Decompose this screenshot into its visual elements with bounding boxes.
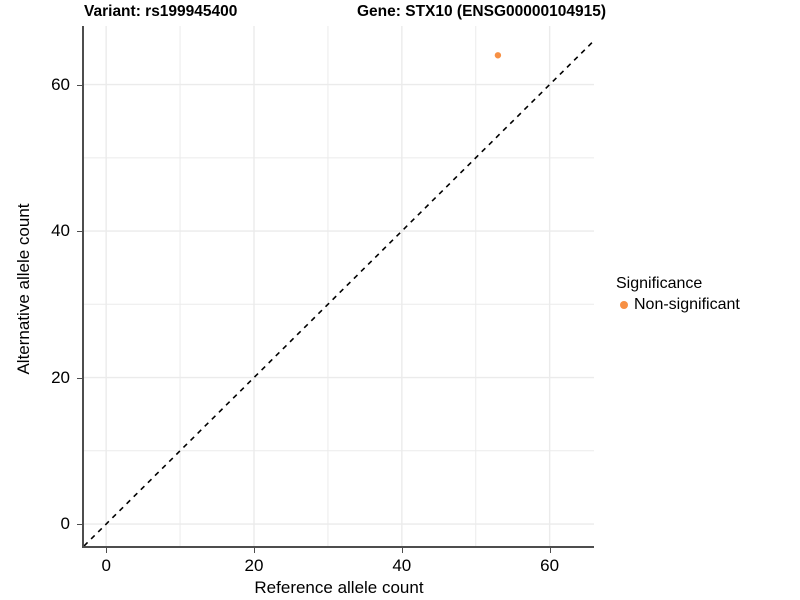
legend: Significance Non-significant: [616, 275, 740, 315]
x-tick-label: 40: [392, 556, 412, 575]
legend-item: Non-significant: [616, 295, 740, 315]
legend-title: Significance: [616, 275, 703, 292]
y-tick-mark: [77, 231, 82, 233]
legend-entries: Non-significant: [616, 295, 740, 315]
x-tick-label: 20: [244, 556, 264, 575]
y-tick-mark: [77, 524, 82, 526]
y-tick-label: 60: [51, 74, 70, 94]
y-tick-label: 20: [51, 367, 70, 387]
major-gridlines: [84, 26, 594, 546]
y-tick-mark: [77, 84, 82, 86]
y-axis-line: [82, 26, 84, 546]
x-tick-mark: [401, 548, 403, 553]
y-tick-label: 40: [51, 221, 70, 241]
plot-canvas: [84, 26, 594, 546]
plot-panel: [84, 26, 594, 546]
data-points: [494, 52, 502, 59]
y-axis-label: Alternative allele count: [14, 203, 33, 375]
gene-title: Gene: STX10 (ENSG00000104915): [357, 3, 606, 20]
minor-gridlines: [84, 26, 594, 546]
x-tick-mark: [106, 548, 108, 553]
x-axis-label: Reference allele count: [254, 578, 424, 597]
legend-item-label: Non-significant: [634, 296, 740, 313]
y-tick-label: 0: [60, 514, 70, 534]
variant-title: Variant: rs199945400: [84, 3, 238, 20]
y-tick-mark: [77, 377, 82, 379]
x-tick-label: 0: [101, 556, 111, 575]
legend-dot-icon: [620, 301, 628, 309]
x-tick-label: 60: [540, 556, 560, 575]
x-tick-mark: [254, 548, 255, 553]
x-axis-line: [82, 546, 594, 548]
x-tick-mark: [549, 548, 551, 553]
diagonal-reference-line: [84, 40, 594, 546]
